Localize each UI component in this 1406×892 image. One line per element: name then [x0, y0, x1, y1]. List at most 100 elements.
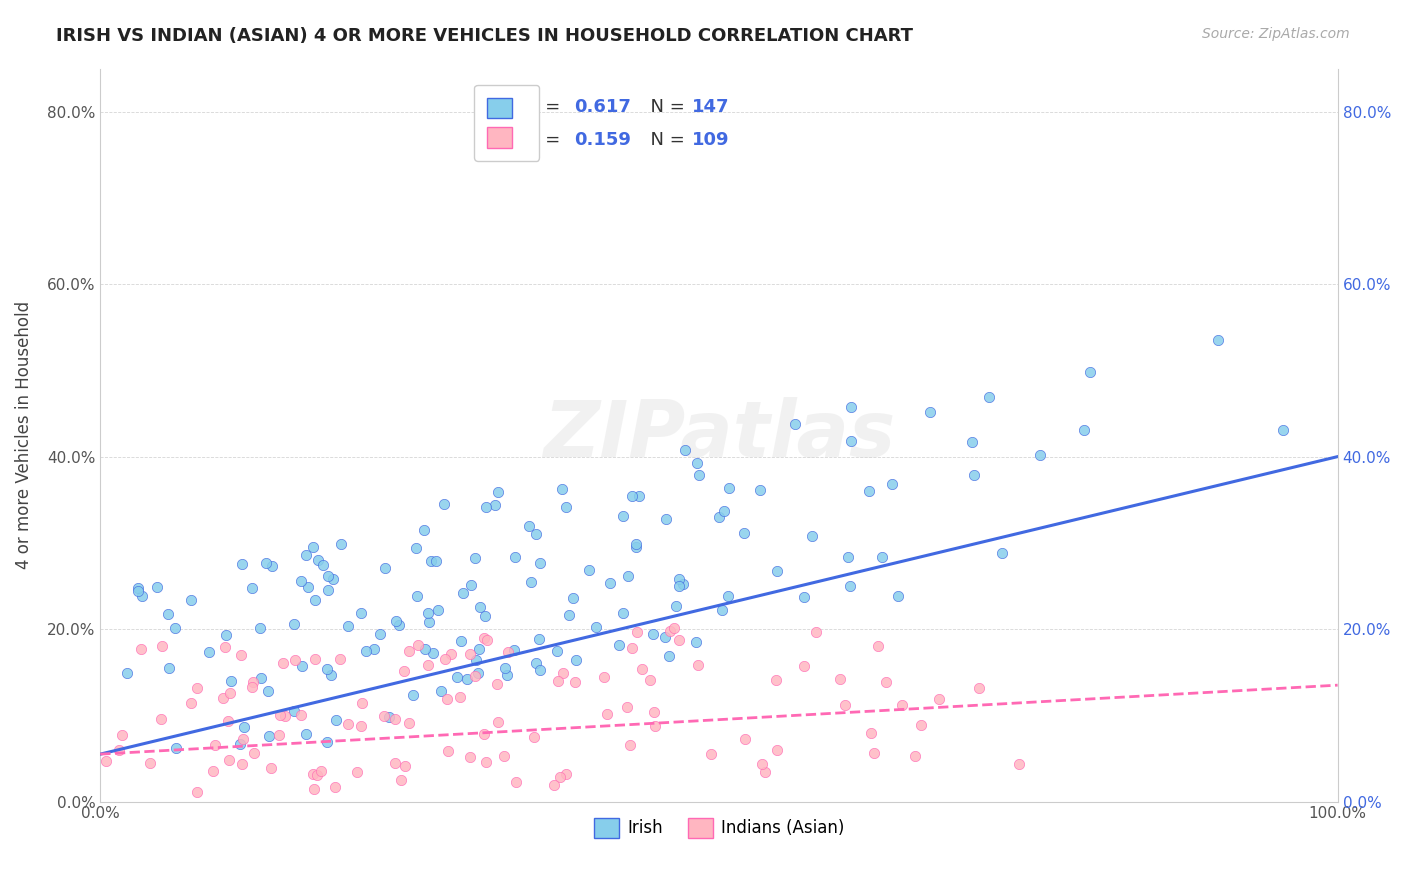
Point — [229, 648, 252, 662]
Point — [578, 563, 600, 577]
Point — [860, 726, 883, 740]
Point — [474, 500, 496, 515]
Point — [710, 602, 733, 616]
Point — [524, 656, 547, 670]
Point — [468, 641, 491, 656]
Point — [108, 743, 131, 757]
Point — [468, 600, 491, 615]
Point — [754, 764, 776, 779]
Point — [520, 574, 543, 589]
Point — [607, 638, 630, 652]
Point — [626, 625, 648, 640]
Point — [920, 405, 942, 419]
Point — [638, 673, 661, 688]
Point — [486, 485, 509, 500]
Point — [548, 770, 571, 784]
Point — [214, 640, 236, 654]
Point — [655, 512, 678, 526]
Point — [554, 767, 576, 781]
Point — [496, 668, 519, 682]
Point — [793, 659, 815, 673]
Point — [866, 639, 889, 653]
Point — [368, 626, 391, 640]
Point — [967, 681, 990, 696]
Point — [384, 713, 406, 727]
Point — [585, 620, 607, 634]
Point — [398, 644, 420, 658]
Point — [619, 738, 641, 752]
Text: R =: R = — [527, 98, 567, 116]
Point — [686, 658, 709, 673]
Point — [115, 666, 138, 681]
Point — [503, 643, 526, 657]
Point — [413, 523, 436, 537]
Point — [1029, 448, 1052, 462]
Point — [305, 768, 328, 782]
Point — [1271, 423, 1294, 437]
Point — [129, 642, 152, 657]
Point — [259, 761, 281, 775]
Point — [318, 569, 340, 583]
Point — [449, 690, 471, 704]
Point — [150, 712, 173, 726]
Point — [402, 688, 425, 702]
Point — [157, 607, 180, 621]
Point — [886, 589, 908, 603]
Point — [627, 489, 650, 503]
Point — [304, 652, 326, 666]
Point — [472, 727, 495, 741]
Point — [218, 753, 240, 767]
Point — [477, 633, 499, 648]
Point — [838, 578, 860, 592]
Point — [451, 586, 474, 600]
Point — [354, 644, 377, 658]
Point — [561, 591, 583, 605]
Point — [204, 738, 226, 752]
Point — [329, 651, 352, 665]
Point — [880, 477, 903, 491]
Point — [672, 577, 695, 591]
Point — [793, 590, 815, 604]
Point — [291, 658, 314, 673]
Point — [546, 644, 568, 658]
Point — [307, 552, 329, 566]
Point — [229, 737, 252, 751]
Point — [218, 686, 240, 700]
Point — [858, 483, 880, 498]
Point — [295, 727, 318, 741]
Point — [215, 628, 238, 642]
Point — [766, 565, 789, 579]
Point — [269, 708, 291, 723]
Point — [315, 735, 337, 749]
Text: ZIPatlas: ZIPatlas — [543, 397, 896, 473]
Point — [440, 647, 463, 661]
Point — [302, 782, 325, 797]
Point — [373, 709, 395, 723]
Point — [201, 764, 224, 779]
Point — [766, 743, 789, 757]
Point — [388, 618, 411, 632]
Point — [304, 592, 326, 607]
Y-axis label: 4 or more Vehicles in Household: 4 or more Vehicles in Household — [15, 301, 32, 569]
Point — [363, 642, 385, 657]
Point — [260, 558, 283, 573]
Point — [233, 720, 256, 734]
Point — [163, 621, 186, 635]
Point — [553, 665, 575, 680]
Point — [458, 647, 481, 661]
Point — [734, 732, 756, 747]
Point — [713, 504, 735, 518]
Point — [290, 707, 312, 722]
Point — [446, 670, 468, 684]
Point — [284, 653, 307, 667]
Point — [254, 556, 277, 570]
Point — [374, 561, 396, 575]
Point — [910, 718, 932, 732]
Point — [837, 549, 859, 564]
Point — [529, 663, 551, 677]
Point — [467, 665, 489, 680]
Point — [460, 578, 482, 592]
Point — [475, 755, 498, 769]
Point — [408, 638, 430, 652]
Point — [657, 648, 679, 663]
